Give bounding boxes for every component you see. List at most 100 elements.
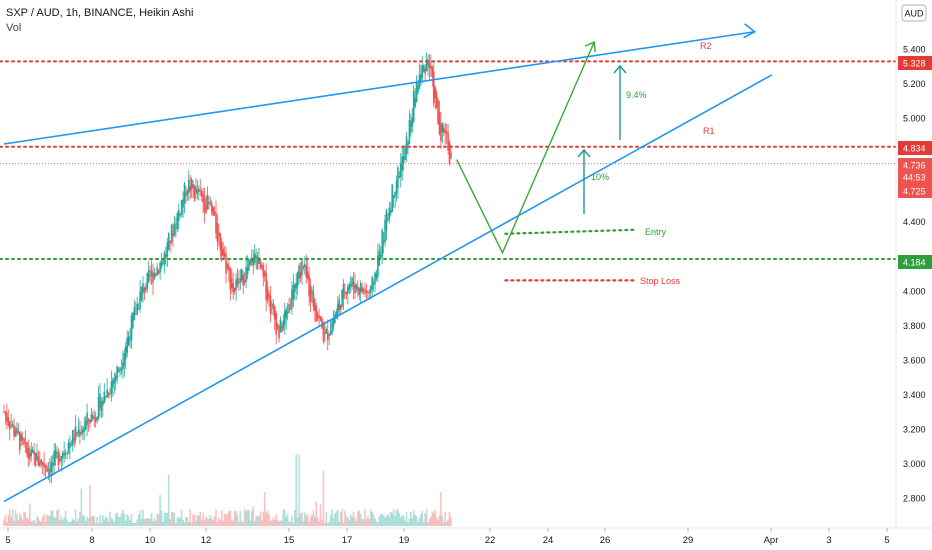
candle-body: [10, 425, 12, 427]
candle-body: [34, 452, 37, 467]
trendline-upper-channel[interactable]: [3, 30, 755, 145]
projection-drawing[interactable]: [456, 41, 627, 255]
volume-bar: [397, 509, 399, 526]
volume-bar: [252, 506, 255, 526]
candle-body: [20, 434, 22, 441]
volume-bar: [275, 514, 277, 526]
volume-bar: [215, 509, 217, 526]
volume-bar: [230, 519, 233, 526]
volume-bar: [229, 510, 232, 526]
volume-bar: [352, 511, 355, 526]
candle-body: [411, 117, 414, 127]
candle-body: [172, 233, 174, 237]
candle-body: [447, 132, 449, 151]
volume-bar: [28, 503, 31, 526]
trendline-lower-channel[interactable]: [3, 74, 773, 503]
volume-bar: [44, 521, 47, 526]
projection-path[interactable]: [456, 41, 595, 255]
volume-bar: [450, 516, 452, 526]
candle-body: [235, 279, 237, 290]
volume-bar: [169, 519, 171, 526]
time-axis[interactable]: 5 8 10 12 15 17 19 22 24 26 29 Apr 3 5: [0, 527, 932, 550]
volume-bar: [103, 519, 106, 526]
volume-bar: [296, 517, 299, 526]
candle-body: [80, 432, 83, 435]
volume-bar: [33, 519, 35, 526]
volume-bar: [261, 520, 263, 526]
volume-bar: [147, 518, 150, 526]
volume-bar: [332, 518, 335, 526]
candle-body: [210, 202, 213, 213]
volume-bar: [374, 518, 376, 526]
candle-body: [199, 190, 202, 192]
volume-bar: [61, 519, 64, 526]
x-tick-label: 8: [89, 535, 94, 546]
volume-bar: [285, 516, 288, 526]
volume-bar: [321, 520, 323, 526]
candle-body: [438, 112, 441, 135]
candle-body: [64, 453, 67, 455]
volume-bar: [440, 492, 442, 526]
candle-body: [114, 375, 117, 381]
volume-bar: [392, 509, 395, 526]
price-axis[interactable]: 5.400 5.200 5.000 4.400 4.000 3.800 3.600 3.400…: [895, 0, 932, 528]
entry-line[interactable]: [504, 228, 636, 235]
candle-body: [216, 223, 219, 242]
volume-bar: [238, 521, 240, 526]
volume-bar: [172, 511, 174, 526]
volume-bar: [243, 509, 246, 526]
volume-bar: [301, 512, 303, 526]
candle-body: [109, 392, 111, 394]
volume-bar: [265, 512, 267, 526]
volume-bar: [126, 514, 128, 526]
volume-bar: [73, 519, 75, 526]
candle-body: [292, 284, 295, 300]
candle-body: [299, 272, 302, 278]
candle-body: [46, 466, 48, 472]
volume-bar: [418, 518, 421, 526]
candle-body: [86, 412, 88, 425]
volume-bar: [216, 522, 219, 526]
candle-body: [104, 396, 107, 398]
volume-bar: [430, 516, 432, 526]
volume-bar: [16, 514, 18, 526]
volume-indicator-label[interactable]: Vol: [6, 22, 22, 34]
label-entry: Entry: [645, 227, 667, 237]
candle-body: [173, 223, 176, 236]
x-tick-label: 24: [543, 535, 554, 546]
candle-body: [421, 65, 424, 78]
candle-body: [193, 186, 196, 199]
candle-body: [51, 463, 54, 467]
candle-body: [23, 438, 25, 445]
candle-body: [407, 142, 409, 146]
candle-body: [325, 329, 328, 334]
candle-body: [321, 318, 323, 329]
x-tick-label: 22: [485, 535, 496, 546]
price-label-bg: [898, 170, 932, 184]
candle-body: [331, 321, 333, 333]
candle-body: [371, 277, 373, 290]
volume-bar: [213, 516, 216, 526]
volume-bar: [298, 454, 300, 526]
volume-bar: [412, 510, 415, 526]
volume-bar: [344, 510, 346, 526]
volume-bar: [331, 509, 333, 526]
volume-bar: [239, 510, 242, 526]
volume-bar: [137, 515, 140, 526]
volume-bar: [415, 516, 418, 526]
x-tick-label: 3: [826, 535, 831, 546]
volume-bar: [190, 522, 193, 526]
label-10pct: 10%: [591, 172, 609, 182]
currency-badge[interactable]: AUD: [901, 4, 927, 22]
candle-body: [53, 451, 55, 465]
candle-body: [412, 91, 415, 122]
candle-body: [92, 415, 94, 418]
candle-body: [149, 275, 151, 277]
volume-bar: [384, 517, 386, 526]
volume-bar: [47, 515, 50, 526]
volume-bar: [391, 512, 394, 526]
y-tick-label: 3.200: [903, 424, 926, 434]
volume-bar: [410, 512, 412, 526]
trendlines[interactable]: [3, 23, 773, 503]
